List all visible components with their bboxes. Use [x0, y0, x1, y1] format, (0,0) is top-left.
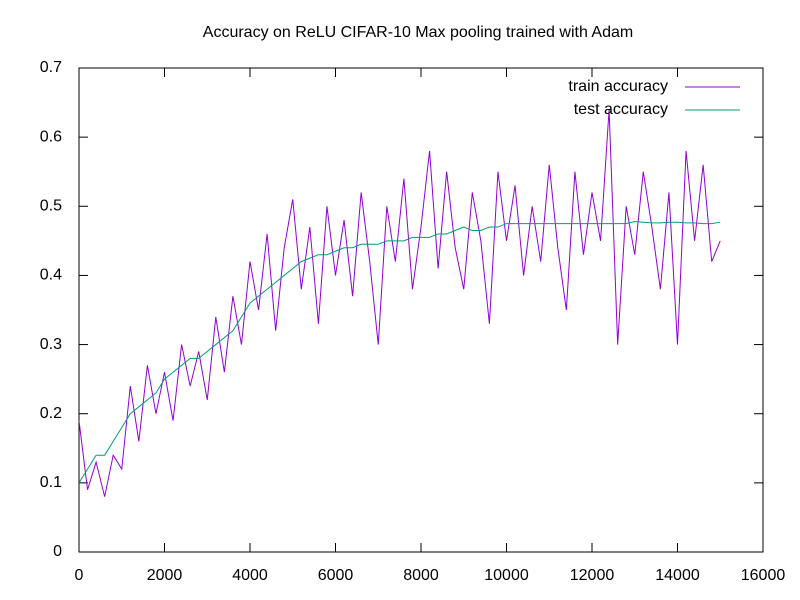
x-tick-label: 2000 [147, 567, 183, 584]
series-line [78, 220, 721, 484]
y-tick-label: 0.1 [40, 474, 62, 491]
series-line [78, 109, 721, 497]
y-tick-label: 0 [53, 543, 62, 560]
x-tick-label: 12000 [570, 567, 615, 584]
y-tick-label: 0.5 [40, 198, 62, 215]
x-tick-label: 10000 [484, 567, 529, 584]
x-tick-label: 14000 [655, 567, 700, 584]
y-tick-label: 0.7 [40, 59, 62, 76]
chart-title: Accuracy on ReLU CIFAR-10 Max pooling tr… [203, 24, 633, 41]
y-tick-label: 0.6 [40, 128, 62, 145]
x-tick-label: 8000 [403, 567, 439, 584]
x-tick-label: 6000 [318, 567, 354, 584]
y-tick-label: 0.2 [40, 405, 62, 422]
x-tick-label: 4000 [232, 567, 268, 584]
x-tick-label: 0 [75, 567, 84, 584]
x-tick-label: 16000 [741, 567, 786, 584]
legend-label: test accuracy [574, 101, 668, 118]
legend-label: train accuracy [568, 78, 668, 95]
y-tick-label: 0.4 [40, 267, 62, 284]
y-tick-label: 0.3 [40, 336, 62, 353]
